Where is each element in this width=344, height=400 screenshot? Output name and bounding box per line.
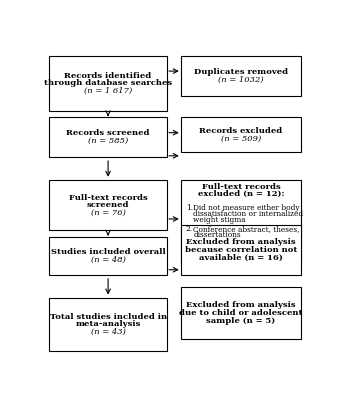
Text: due to child or adolescent: due to child or adolescent xyxy=(179,309,303,317)
Text: Did not measure either body: Did not measure either body xyxy=(193,204,300,212)
Bar xyxy=(181,180,301,261)
Text: Total studies included in: Total studies included in xyxy=(50,313,166,321)
Text: because correlation not: because correlation not xyxy=(185,246,297,254)
Text: (n = 509): (n = 509) xyxy=(221,134,261,142)
Bar xyxy=(181,225,301,275)
Text: available (n = 16): available (n = 16) xyxy=(199,254,283,262)
Bar xyxy=(49,237,167,275)
Text: 2.: 2. xyxy=(186,225,193,233)
Text: Full-text records: Full-text records xyxy=(202,182,280,190)
Text: screened: screened xyxy=(87,202,129,210)
Text: Conference abstract, theses,: Conference abstract, theses, xyxy=(193,225,300,233)
Text: Full-text records: Full-text records xyxy=(69,194,148,202)
Bar xyxy=(181,117,301,152)
Bar xyxy=(49,298,167,351)
Bar xyxy=(49,180,167,230)
Text: (n = 48): (n = 48) xyxy=(91,256,126,264)
Text: through database searches: through database searches xyxy=(44,80,172,88)
Bar xyxy=(49,56,167,111)
Text: (n = 43): (n = 43) xyxy=(91,328,126,336)
Text: Records screened: Records screened xyxy=(66,130,150,138)
Text: (n = 585): (n = 585) xyxy=(88,137,128,145)
Text: Records identified: Records identified xyxy=(64,72,152,80)
Text: Duplicates removed: Duplicates removed xyxy=(194,68,288,76)
Text: Excluded from analysis: Excluded from analysis xyxy=(186,238,296,246)
Text: weight stigma: weight stigma xyxy=(193,216,246,224)
Text: Records excluded: Records excluded xyxy=(200,127,283,135)
Text: dissatisfaction or internalized: dissatisfaction or internalized xyxy=(193,210,303,218)
Text: sample (n = 5): sample (n = 5) xyxy=(206,316,276,324)
Text: (n = 1032): (n = 1032) xyxy=(218,76,264,84)
Bar xyxy=(181,287,301,339)
Text: meta-analysis: meta-analysis xyxy=(75,320,141,328)
Text: Excluded from analysis: Excluded from analysis xyxy=(186,301,296,309)
Text: 1.: 1. xyxy=(186,204,193,212)
Text: (n = 76): (n = 76) xyxy=(91,209,126,217)
Bar xyxy=(181,56,301,96)
Text: dissertations: dissertations xyxy=(193,231,241,239)
Text: (n = 1 617): (n = 1 617) xyxy=(84,87,132,95)
Text: Studies included overall: Studies included overall xyxy=(51,248,165,256)
Bar xyxy=(49,117,167,157)
Text: excluded (n = 12):: excluded (n = 12): xyxy=(198,190,284,198)
